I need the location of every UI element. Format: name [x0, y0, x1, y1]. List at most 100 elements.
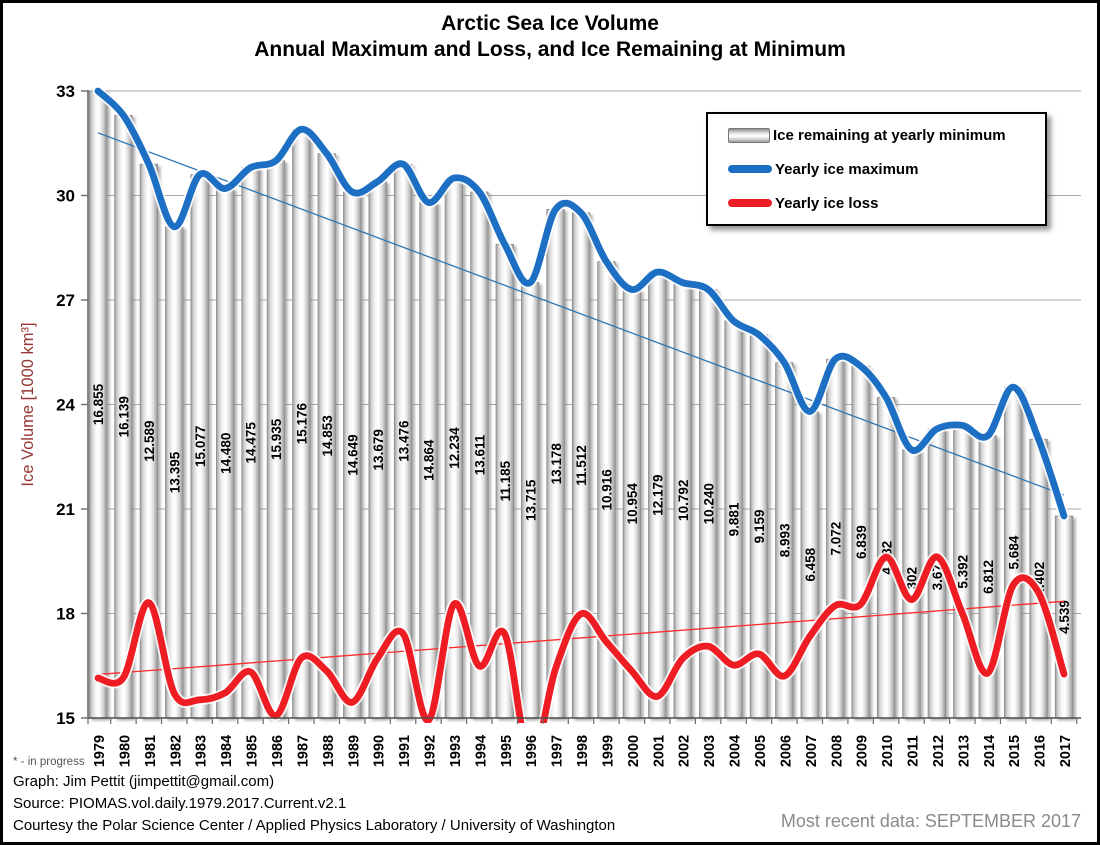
y-tick-label-15: 15	[56, 709, 75, 728]
x-label-2006: 2006	[778, 735, 794, 767]
x-label-2001: 2001	[651, 735, 667, 767]
chart-title-block: Arctic Sea Ice Volume Annual Maximum and…	[3, 11, 1097, 63]
x-label-2012: 2012	[931, 735, 947, 767]
bar-label-1983: 15.077	[193, 426, 208, 467]
bar-label-2002: 10.792	[676, 480, 691, 521]
x-label-2009: 2009	[855, 735, 871, 767]
y-tick-label-33: 33	[56, 82, 75, 101]
legend-label-maximum: Yearly ice maximum	[775, 160, 919, 178]
bar-label-1980: 16.139	[117, 396, 132, 437]
chart-subtitle: Annual Maximum and Loss, and Ice Remaini…	[254, 38, 846, 61]
x-label-1989: 1989	[346, 735, 362, 767]
x-label-1995: 1995	[499, 735, 515, 767]
x-label-1991: 1991	[397, 735, 413, 767]
legend-label-loss: Yearly ice loss	[775, 194, 879, 212]
x-label-2007: 2007	[804, 735, 820, 767]
bar-label-1985: 14.475	[244, 422, 259, 464]
bar-label-1995: 11.185	[498, 460, 513, 501]
loss-trendline	[97, 600, 1065, 676]
bar-labels: 16.855 16.139 12.589 13.395 15.077 14.480 14.4…	[91, 383, 1072, 634]
x-label-1994: 1994	[473, 735, 489, 767]
bar-label-2015: 5.684	[1006, 535, 1021, 569]
x-label-1982: 1982	[168, 735, 184, 767]
y-tick-label-18: 18	[56, 604, 75, 623]
bar-label-2004: 9.881	[727, 502, 742, 536]
bar-label-1989: 14.649	[345, 434, 360, 475]
most-recent-data-label: Most recent data: SEPTEMBER 2017	[780, 811, 1081, 831]
bar-label-1998: 11.512	[574, 445, 589, 486]
x-label-2004: 2004	[728, 735, 744, 767]
x-label-2017: 2017	[1058, 735, 1074, 767]
bar-label-2017: 4.539	[1057, 600, 1072, 634]
bar-label-2003: 10.240	[701, 483, 716, 524]
bar-label-1982: 13.395	[167, 451, 182, 493]
x-label-2016: 2016	[1033, 735, 1049, 767]
bar-label-1979: 16.855	[91, 383, 106, 425]
yearly-ice-maximum-line	[94, 87, 1068, 520]
y-tick-label-27: 27	[56, 291, 75, 310]
x-label-2011: 2011	[906, 735, 922, 766]
y-axis-title: Ice Volume [1000 km³]	[19, 322, 37, 486]
legend-item-maximum: Yearly ice maximum	[728, 161, 1041, 178]
footer-graph-credit: Graph: Jim Pettit (jimpettit@gmail.com)	[13, 773, 275, 790]
bar-label-2000: 10.954	[625, 483, 640, 525]
x-label-1979: 1979	[92, 735, 108, 767]
bar-label-2008: 7.072	[828, 522, 843, 556]
legend-label-remaining: Ice remaining at yearly minimum	[773, 126, 1006, 144]
y-tick-label-30: 30	[56, 186, 75, 205]
bar-label-1984: 14.480	[218, 433, 233, 474]
x-label-1987: 1987	[295, 735, 311, 767]
x-label-1997: 1997	[550, 735, 566, 767]
x-label-1985: 1985	[245, 735, 261, 767]
bar-label-2001: 12.179	[650, 474, 665, 515]
yearly-ice-loss-line	[94, 553, 1068, 723]
bar-label-1991: 13.476	[396, 420, 411, 462]
x-label-1996: 1996	[524, 735, 540, 767]
x-label-2005: 2005	[753, 735, 769, 767]
x-label-2002: 2002	[677, 735, 693, 767]
bar-label-1992: 14.864	[422, 439, 437, 481]
bar-label-1996: 13.715	[523, 479, 538, 521]
bar-label-2014: 6.812	[981, 560, 996, 594]
x-label-1990: 1990	[372, 735, 388, 767]
x-label-1993: 1993	[448, 735, 464, 767]
axes: 15 18 21 24 27 30 33 1979 1980 1981 1982 1983 1984 19…	[56, 82, 1081, 767]
legend-item-remaining: Ice remaining at yearly minimum	[728, 127, 1041, 144]
x-label-1983: 1983	[194, 735, 210, 767]
x-label-2014: 2014	[982, 735, 998, 767]
x-label-2010: 2010	[880, 735, 896, 767]
bar-label-2007: 6.458	[803, 547, 818, 581]
x-label-1992: 1992	[423, 735, 439, 767]
bar-label-1987: 15.176	[295, 403, 310, 445]
bar-label-2005: 9.159	[752, 510, 767, 544]
bar-label-1986: 15.935	[269, 418, 284, 460]
x-label-1980: 1980	[117, 735, 133, 767]
bar-label-1981: 12.589	[142, 420, 157, 461]
x-label-1986: 1986	[270, 735, 286, 767]
x-label-2003: 2003	[702, 735, 718, 767]
bar-label-2013: 5.392	[956, 555, 971, 589]
chart-title: Arctic Sea Ice Volume	[441, 12, 659, 35]
footnote-in-progress: * - in progress	[13, 756, 85, 768]
bar-label-1988: 14.853	[320, 415, 335, 457]
bar-label-1993: 12.234	[447, 427, 462, 469]
legend: Ice remaining at yearly minimum Yearly i…	[706, 112, 1047, 226]
y-tick-label-24: 24	[56, 395, 75, 414]
x-label-1998: 1998	[575, 735, 591, 767]
y-tick-label-21: 21	[56, 500, 75, 519]
bar-swatch-icon	[728, 127, 770, 143]
footer-courtesy: Courtesy the Polar Science Center / Appl…	[13, 817, 616, 834]
bar-label-1997: 13.178	[549, 443, 564, 485]
x-label-1988: 1988	[321, 735, 337, 767]
bar-label-2009: 6.839	[854, 525, 869, 559]
bars	[88, 90, 1074, 719]
blue-line-swatch-icon	[728, 165, 772, 173]
bar-label-1994: 13.611	[473, 434, 488, 475]
footer: * - in progress Graph: Jim Pettit (jimpe…	[13, 756, 615, 837]
x-label-1999: 1999	[600, 735, 616, 767]
x-label-2013: 2013	[956, 735, 972, 767]
x-label-1984: 1984	[219, 735, 235, 767]
bar-label-1999: 10.916	[600, 469, 615, 511]
bar-label-2006: 8.993	[778, 523, 793, 557]
